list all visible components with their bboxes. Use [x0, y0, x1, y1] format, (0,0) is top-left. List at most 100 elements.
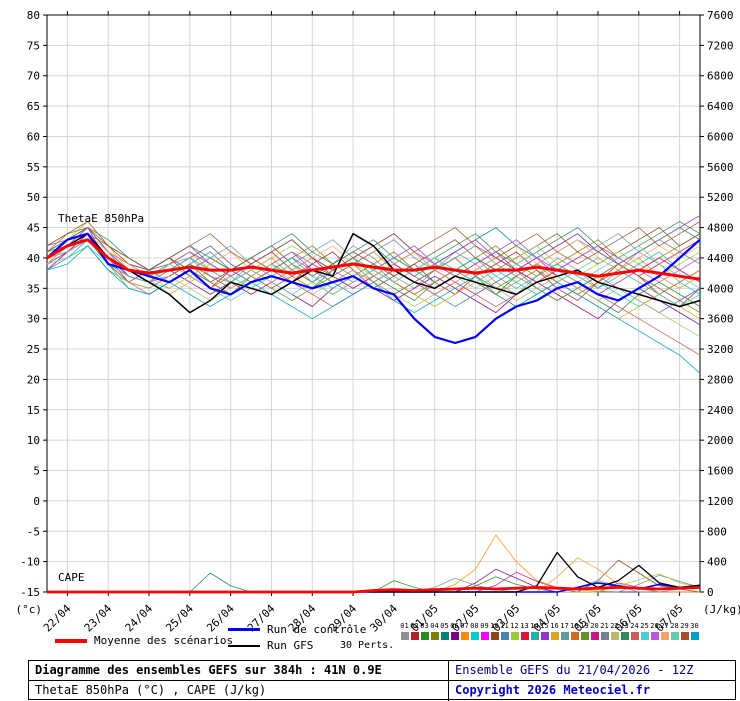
pert-number: 28	[670, 622, 679, 630]
svg-text:1200: 1200	[707, 495, 734, 508]
legend-gfs-label: Run GFS	[267, 639, 314, 652]
pert-27: 27	[660, 622, 669, 640]
legend-gfs: Run GFS	[228, 639, 313, 652]
svg-text:2000: 2000	[707, 434, 734, 447]
pert-color-swatch	[410, 632, 419, 640]
pert-23: 23	[620, 622, 629, 640]
pert-19: 19	[580, 622, 589, 640]
pert-number: 01	[400, 622, 409, 630]
chart-subtitle: ThetaE 850hPa (°C) , CAPE (J/kg)	[29, 681, 449, 701]
pert-30: 30	[690, 622, 699, 640]
pert-number: 17	[560, 622, 569, 630]
pert-13: 13	[520, 622, 529, 640]
svg-text:0: 0	[707, 586, 714, 599]
svg-text:45: 45	[27, 222, 40, 235]
svg-text:6400: 6400	[707, 100, 734, 113]
ensemble-chart: (°c) (J/kg) 8075706560555045403530252015…	[16, 9, 740, 635]
pert-color-swatch	[590, 632, 599, 640]
legend-mean: Moyenne des scénarios	[55, 634, 233, 647]
svg-text:5: 5	[33, 465, 40, 478]
control-line-swatch	[228, 628, 260, 631]
svg-text:3600: 3600	[707, 313, 734, 326]
pert-color-swatch	[600, 632, 609, 640]
pert-color-swatch	[540, 632, 549, 640]
pert-17: 17	[560, 622, 569, 640]
pert-07: 07	[460, 622, 469, 640]
footer-info: Diagramme des ensembles GEFS sur 384h : …	[28, 660, 736, 701]
pert-24: 24	[630, 622, 639, 640]
mean-line-swatch	[55, 638, 87, 643]
pert-number: 26	[650, 622, 659, 630]
gfs-line-swatch	[228, 644, 260, 647]
pert-number: 15	[540, 622, 549, 630]
pert-number: 21	[600, 622, 609, 630]
svg-text:1600: 1600	[707, 465, 734, 478]
pert-12: 12	[510, 622, 519, 640]
pert-29: 29	[680, 622, 689, 640]
pert-05: 05	[440, 622, 449, 640]
pert-color-swatch	[480, 632, 489, 640]
svg-text:5200: 5200	[707, 191, 734, 204]
legend-mean-label: Moyenne des scénarios	[94, 634, 234, 647]
pert-color-swatch	[430, 632, 439, 640]
pert-color-swatch	[560, 632, 569, 640]
pert-color-swatch	[650, 632, 659, 640]
svg-text:0: 0	[33, 495, 40, 508]
pert-color-swatch	[490, 632, 499, 640]
pert-number: 25	[640, 622, 649, 630]
pert-color-swatch	[530, 632, 539, 640]
pert-color-swatch	[570, 632, 579, 640]
svg-text:-15: -15	[20, 586, 40, 599]
svg-text:65: 65	[27, 100, 40, 113]
pert-number: 11	[500, 622, 509, 630]
pert-number: 06	[450, 622, 459, 630]
pert-number: 05	[440, 622, 449, 630]
pert-number: 09	[480, 622, 489, 630]
svg-text:50: 50	[27, 191, 40, 204]
pert-26: 26	[650, 622, 659, 640]
pert-color-swatch	[620, 632, 629, 640]
pert-03: 03	[420, 622, 429, 640]
svg-text:4400: 4400	[707, 252, 734, 265]
svg-text:2400: 2400	[707, 404, 734, 417]
pert-color-swatch	[510, 632, 519, 640]
svg-text:30: 30	[27, 313, 40, 326]
pert-06: 06	[450, 622, 459, 640]
pert-color-swatch	[610, 632, 619, 640]
pert-color-swatch	[500, 632, 509, 640]
pert-16: 16	[550, 622, 559, 640]
perturbation-legend: 01 02 03 04 05 06 07 08 09 10 11 12 13 14 15 16 17 18 19 20…	[400, 622, 699, 640]
pert-color-swatch	[630, 632, 639, 640]
pert-color-swatch	[400, 632, 409, 640]
thetae-annotation: ThetaE 850hPa	[58, 212, 144, 225]
svg-text:20: 20	[27, 373, 40, 386]
pert-color-swatch	[640, 632, 649, 640]
svg-text:55: 55	[27, 161, 40, 174]
pert-number: 12	[510, 622, 519, 630]
pert-09: 09	[480, 622, 489, 640]
pert-22: 22	[610, 622, 619, 640]
pert-number: 27	[660, 622, 669, 630]
svg-text:7200: 7200	[707, 39, 734, 52]
pert-number: 19	[580, 622, 589, 630]
pert-number: 08	[470, 622, 479, 630]
run-info: Ensemble GEFS du 21/04/2026 - 12Z	[449, 661, 735, 681]
pert-10: 10	[490, 622, 499, 640]
pert-number: 22	[610, 622, 619, 630]
pert-number: 02	[410, 622, 419, 630]
pert-number: 29	[680, 622, 689, 630]
pert-number: 13	[520, 622, 529, 630]
svg-text:75: 75	[27, 39, 40, 52]
pert-color-swatch	[420, 632, 429, 640]
svg-text:2800: 2800	[707, 373, 734, 386]
svg-text:6800: 6800	[707, 70, 734, 83]
pert-15: 15	[540, 622, 549, 640]
svg-text:4000: 4000	[707, 282, 734, 295]
chart-legend: Moyenne des scénarios Run de contrôle Ru…	[0, 620, 740, 658]
pert-color-swatch	[580, 632, 589, 640]
svg-text:35: 35	[27, 282, 40, 295]
pert-number: 20	[590, 622, 599, 630]
pert-color-swatch	[660, 632, 669, 640]
pert-number: 30	[690, 622, 699, 630]
pert-20: 20	[590, 622, 599, 640]
